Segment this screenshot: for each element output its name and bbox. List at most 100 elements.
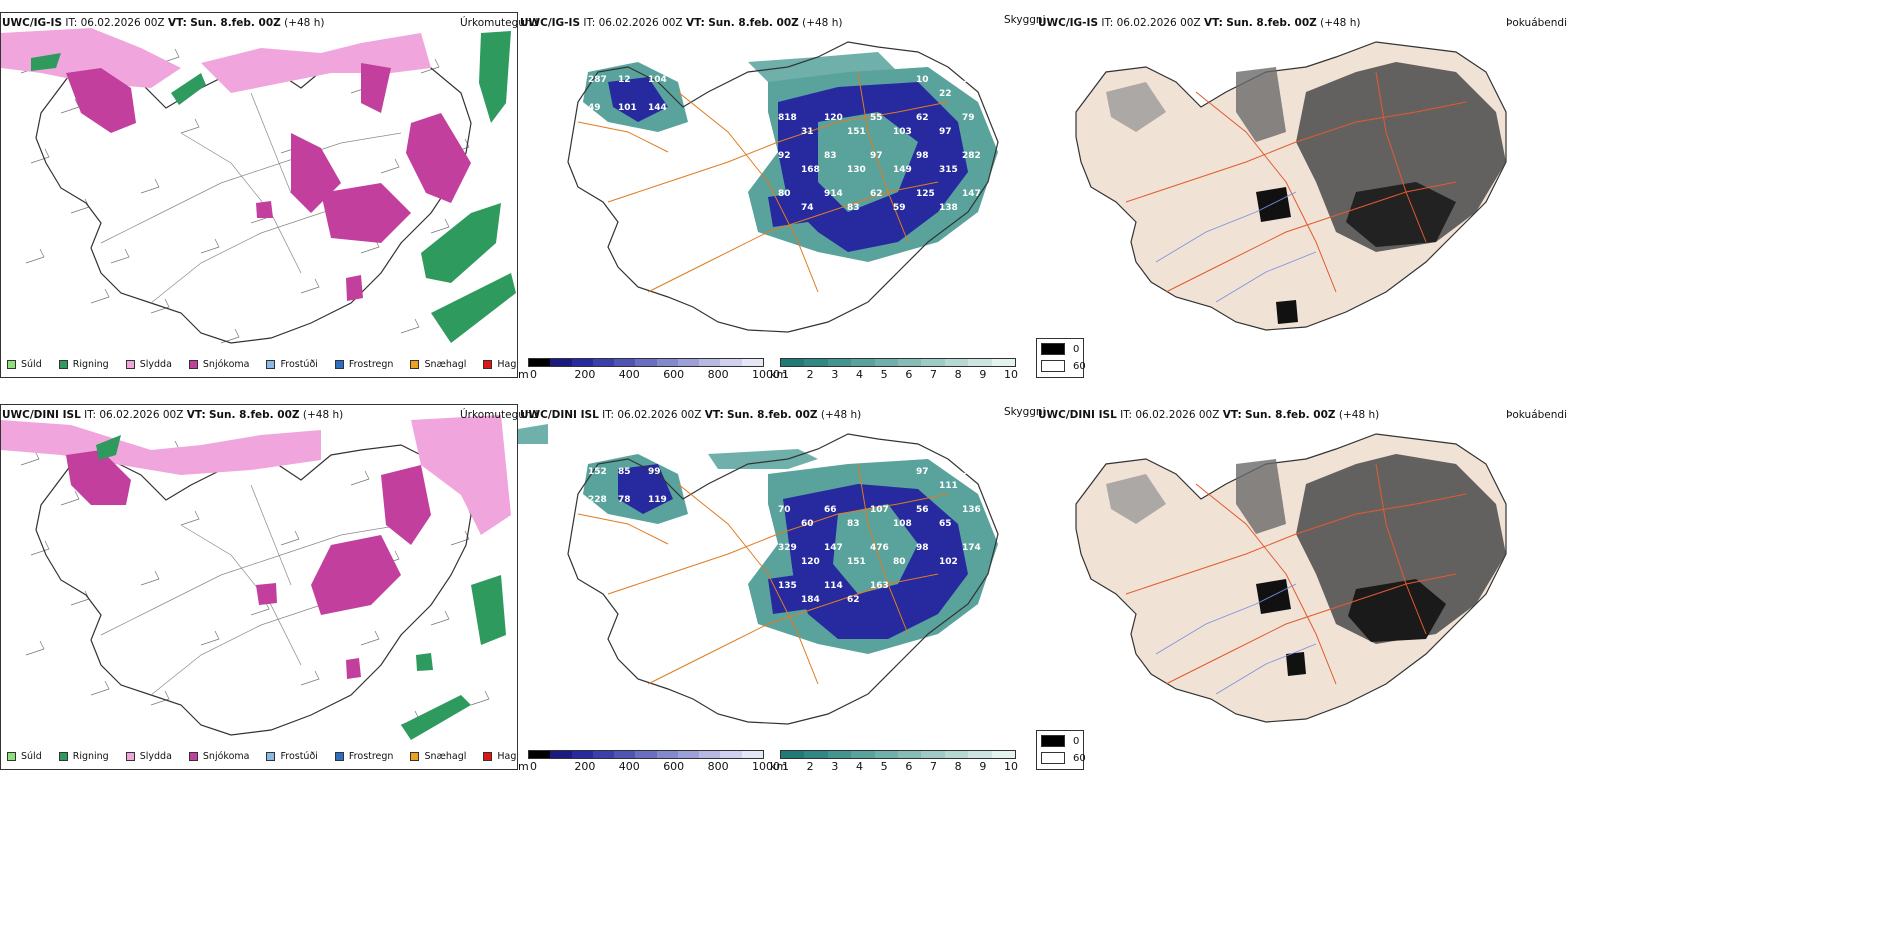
colorbar-bin bbox=[781, 751, 805, 758]
legend-label: Frostúði bbox=[280, 751, 318, 762]
colorbar-tick: 10 bbox=[1004, 368, 1018, 378]
panel-title-bottom-3: UWC/DINI ISL IT: 06.02.2026 00Z VT: Sun.… bbox=[1038, 409, 1380, 421]
visibility-value-label: 83 bbox=[824, 151, 837, 161]
visibility-value-label: 55 bbox=[870, 113, 883, 123]
colorbar-bin bbox=[804, 359, 828, 366]
visibility-labels: 287 12 104 49 101 144 10 22 39 818 31 120 151 55 103 62… bbox=[588, 75, 981, 213]
roads bbox=[100, 484, 402, 696]
visibility-value-label: 97 bbox=[870, 151, 883, 161]
visibility-value-label: 101 bbox=[618, 103, 637, 113]
colorbar-bin bbox=[699, 359, 721, 366]
visibility-areas bbox=[518, 424, 998, 654]
visibility-colorbar-m: m 0 200 400 600 800 1000 bbox=[518, 750, 780, 770]
legend-item: Snæhagl bbox=[410, 751, 466, 762]
fog-legend-row: 0 bbox=[1041, 735, 1079, 747]
colorbar-bin bbox=[550, 751, 572, 758]
visibility-value-label: 168 bbox=[801, 165, 820, 175]
visibility-panel-bottom: 152 85 99 228 78 119 97 111 98 70 60 66 83 107 108 56 65… bbox=[518, 404, 1018, 770]
legend-label: Frostúði bbox=[280, 359, 318, 370]
visibility-value-label: 111 bbox=[939, 481, 958, 491]
legend-label: Rigning bbox=[72, 751, 109, 762]
colorbar-tick: 7 bbox=[930, 368, 937, 378]
visibility-value-label: 59 bbox=[893, 203, 906, 213]
visibility-value-label: 83 bbox=[847, 203, 860, 213]
panel-title-bottom-1: UWC/DINI ISL IT: 06.02.2026 00Z VT: Sun.… bbox=[2, 409, 344, 421]
colorbar-bin bbox=[991, 751, 1016, 758]
colorbar-tick: 5 bbox=[880, 760, 888, 770]
colorbar-bin bbox=[968, 751, 992, 758]
visibility-value-label: 83 bbox=[847, 519, 860, 529]
colorbar-bin bbox=[592, 359, 615, 366]
colorbar-tick: 200 bbox=[574, 368, 596, 378]
rivers bbox=[1155, 583, 1317, 695]
colorbar-bin bbox=[944, 751, 969, 758]
colorbar-bin bbox=[944, 359, 969, 366]
visibility-value-label: 315 bbox=[939, 165, 958, 175]
legend-swatch bbox=[125, 360, 135, 369]
colorbar-tick: 4 bbox=[856, 760, 863, 770]
visibility-value-label: 78 bbox=[618, 495, 631, 505]
visibility-value-label: 102 bbox=[939, 557, 958, 567]
visibility-value-label: 151 bbox=[847, 127, 866, 137]
precip-areas bbox=[1, 28, 516, 343]
fog-panel-bottom: 0 60 bbox=[1036, 404, 1556, 770]
visibility-value-label: 22 bbox=[939, 89, 952, 99]
visibility-value-label: 80 bbox=[893, 557, 906, 567]
colorbar-bin bbox=[614, 359, 636, 366]
legend-label: Rigning bbox=[72, 359, 109, 370]
fog-map bbox=[1075, 433, 1507, 723]
colorbar-tick: 9 bbox=[979, 760, 987, 770]
fog-legend: 0 60 bbox=[1036, 730, 1086, 770]
colorbar-bin bbox=[656, 359, 678, 366]
fog-legend-label: 0 bbox=[1073, 735, 1080, 747]
colorbar-bin bbox=[699, 751, 721, 758]
fog-map bbox=[1075, 41, 1507, 331]
colorbar-bin bbox=[550, 359, 572, 366]
legend-swatch bbox=[58, 360, 68, 369]
legend-label: Súld bbox=[21, 359, 42, 370]
colorbar-bin bbox=[614, 751, 636, 758]
colorbar-tick: 6 bbox=[905, 368, 913, 378]
colorbar-tick: 10 bbox=[1004, 760, 1018, 770]
colorbar-tick: 1000 bbox=[752, 368, 780, 378]
visibility-value-label: 97 bbox=[916, 467, 929, 477]
colorbar-bin bbox=[827, 751, 852, 758]
colorbar-unit: m bbox=[518, 760, 529, 770]
precip-type-map bbox=[1, 415, 511, 740]
fog-legend-row: 60 bbox=[1041, 360, 1086, 372]
visibility-areas bbox=[583, 52, 998, 262]
legend-item: Slydda bbox=[125, 359, 172, 370]
legend-item: Snjókoma bbox=[188, 751, 249, 762]
visibility-value-label: 98 bbox=[916, 151, 929, 161]
visibility-value-label: 151 bbox=[847, 557, 866, 567]
colorbar-bin bbox=[720, 359, 742, 366]
visibility-labels: 152 85 99 228 78 119 97 111 98 70 60 66 83 107 108 56 65… bbox=[588, 467, 981, 605]
colorbar-tick: 1 bbox=[782, 760, 789, 770]
colorbar-bin bbox=[921, 751, 945, 758]
legend-label: Slydda bbox=[139, 751, 172, 762]
legend-swatch bbox=[334, 360, 344, 369]
fog-shading bbox=[1106, 62, 1506, 324]
colorbar-tick: 400 bbox=[618, 368, 640, 378]
visibility-colorbar-km: km 1 2 3 4 5 6 7 8 9 10 bbox=[770, 358, 1018, 378]
visibility-value-label: 31 bbox=[801, 127, 814, 137]
legend-swatch bbox=[266, 360, 276, 369]
colorbar-tick: 600 bbox=[663, 368, 685, 378]
legend-swatch bbox=[410, 752, 420, 761]
colorbar-bin bbox=[874, 359, 899, 366]
colorbar-bin bbox=[529, 751, 551, 758]
legend-swatch bbox=[58, 752, 68, 761]
legend-swatch bbox=[334, 752, 344, 761]
colorbar-tick: 0 bbox=[530, 368, 537, 378]
legend-swatch bbox=[266, 752, 276, 761]
visibility-name-top: Skyggni bbox=[1004, 14, 1046, 26]
legend-label: Haglél bbox=[497, 751, 517, 762]
legend-item: Frostúði bbox=[266, 751, 318, 762]
colorbar-tick: 5 bbox=[880, 368, 888, 378]
colorbar-unit: km bbox=[770, 760, 788, 770]
roads bbox=[100, 92, 402, 304]
colorbar-bin bbox=[677, 751, 700, 758]
precip-type-panel-bottom: Súld Rigning Slydda Snjókoma Frostúði Frostre… bbox=[0, 404, 518, 770]
colorbar-tick: 400 bbox=[618, 760, 640, 770]
visibility-value-label: 62 bbox=[870, 189, 883, 199]
